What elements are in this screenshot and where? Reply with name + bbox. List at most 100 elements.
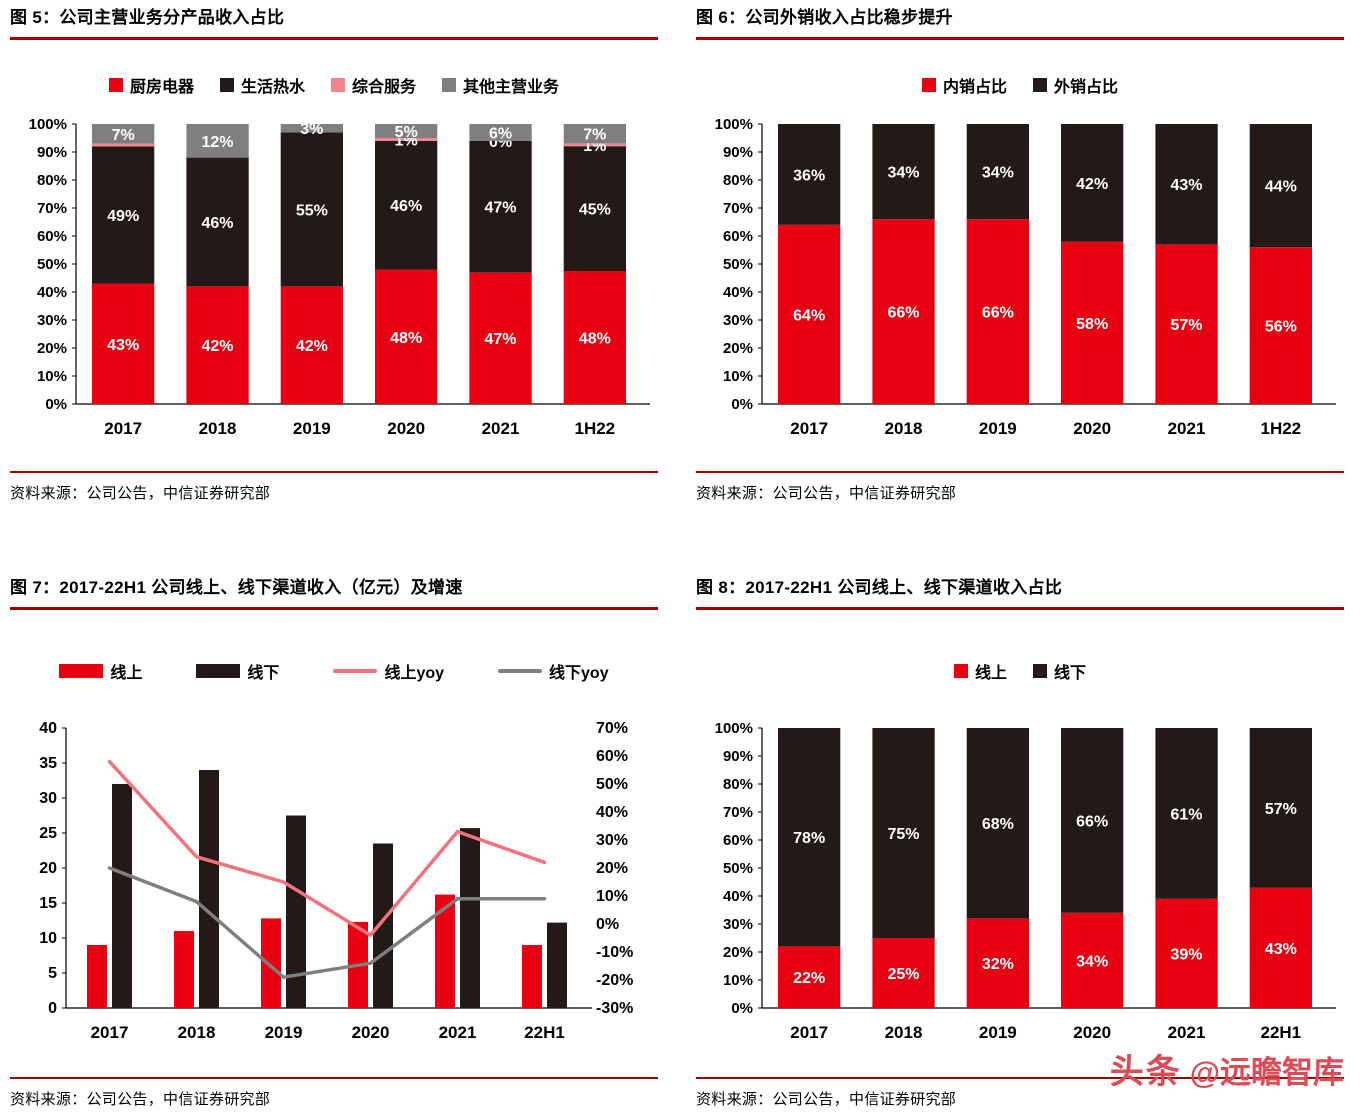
bar-线下 [547,922,567,1008]
bar-segment-综合服务 [375,138,438,141]
bar-value-label: 12% [201,134,233,151]
legend-label: 其他主营业务 [463,79,560,96]
bar-segment-内销占比 [1249,247,1312,404]
figure-8-stacked-bar-chart: 0% 10% 20% 30% 40% 50% 60% 70% 80% 90% 100% 22% 78% 2… [715,720,1336,1042]
x-axis-category-label: 2019 [979,419,1017,438]
x-axis-category-label: 2019 [265,1023,303,1042]
x-axis-category-label: 2021 [1168,1023,1206,1042]
legend-item-线上: 线上 [59,659,142,683]
bar-线上 [522,945,542,1008]
bar-segment-其他主营业务 [563,124,626,144]
bar-value-label: 75% [887,826,919,843]
bar-value-label: 42% [296,338,328,355]
bar-segment-其他主营业务 [186,124,249,158]
title-underline [10,37,658,40]
y-axis-tick-label: 100% [715,116,753,133]
source-note: 资料来源：公司公告，中信证券研究部 [696,485,957,502]
right-axis-tick-label: 70% [596,720,628,737]
legend-label: 线上 [974,665,1007,682]
bar-value-label: 3% [300,121,323,138]
bar-value-label: 43% [107,337,139,354]
bar-segment-其他主营业务 [375,124,438,138]
bar-segment-线下 [778,728,841,947]
title-underline [696,37,1344,40]
bar-value-label: 34% [887,165,919,182]
legend-label: 生活热水 [240,79,305,96]
bar-value-label: 57% [1170,317,1202,334]
bar-线下 [460,828,480,1008]
legend-item-外销占比: 外销占比 [1033,73,1118,97]
right-axis-tick-label: -20% [596,972,633,989]
figure-5-panel: 图 5：公司主营业务分产品收入占比 厨房电器 生活热水 综合服务 其他主营业务 0% 1… [10,6,658,503]
legend-label: 外销占比 [1054,79,1119,96]
bar-segment-线上 [1155,898,1218,1008]
legend-swatch-bar [196,664,241,678]
bar-线下 [199,770,219,1008]
y-axis-tick-label: 90% [723,144,753,161]
x-axis-category-label: 2021 [439,1023,477,1042]
x-axis-category-label: 22H1 [524,1023,565,1042]
bar-segment-外销占比 [966,124,1029,220]
legend-item-线上: 线上 [953,659,1007,683]
bar-value-label: 46% [201,215,233,232]
bar-segment-厨房电器 [92,283,155,404]
bar-segment-内销占比 [1061,241,1124,404]
bar-segment-线下 [966,728,1029,919]
y-axis-tick-label: 60% [37,228,67,245]
source-note: 资料来源：公司公告，中信证券研究部 [10,1091,271,1108]
bar-segment-厨房电器 [186,286,249,404]
legend-item-生活热水: 生活热水 [219,73,305,97]
bar-segment-内销占比 [966,219,1029,404]
right-axis-tick-label: 20% [596,860,628,877]
bar-segment-线下 [1061,728,1124,913]
legend-item-综合服务: 综合服务 [331,73,416,97]
bar-segment-生活热水 [469,140,532,273]
left-axis-tick-label: 25 [39,825,57,842]
bar-segment-其他主营业务 [469,124,532,141]
bar-segment-厨房电器 [469,272,532,404]
bar-value-label: 43% [1170,177,1202,194]
legend-label: 综合服务 [352,79,417,96]
legend-item-线下: 线下 [1033,659,1086,683]
bar-value-label: 25% [887,966,919,983]
right-axis-tick-label: 0% [596,916,619,933]
bar-segment-线上 [872,938,935,1008]
figure-7-combo-chart: 0 5 10 15 20 25 30 35 40 -30% -20% -10% 0% 10% 20% 30% 4… [39,720,633,1042]
bar-segment-外销占比 [778,124,841,225]
figure-7-legend: 线上 线下 线上yoy 线下yoy [10,659,658,683]
source-divider [696,471,1344,473]
bar-value-label: 66% [1076,813,1108,830]
x-axis-category-label: 2018 [178,1023,216,1042]
y-axis-tick-label: 30% [723,312,753,329]
line-线下yoy [107,866,547,979]
left-axis-tick-label: 10 [39,930,57,947]
bar-value-label: 6% [489,125,512,142]
legend-label: 线上yoy [384,665,445,682]
bar-value-label: 48% [579,330,611,347]
y-axis-tick-label: 0% [731,1000,753,1017]
y-axis-tick-label: 80% [723,172,753,189]
x-axis-category-label: 2020 [1073,419,1111,438]
left-axis-tick-label: 40 [39,720,57,737]
legend-label: 内销占比 [942,79,1007,96]
bar-value-label: 32% [982,956,1014,973]
legend-swatch-square [219,78,234,92]
y-axis-tick-label: 30% [37,312,67,329]
left-axis-tick-label: 30 [39,790,57,807]
bar-线下 [373,843,393,1008]
watermark: 头条 @远瞻智库 [1110,1044,1344,1093]
y-axis-tick-label: 100% [29,116,67,133]
bar-segment-生活热水 [280,132,343,287]
left-axis-tick-label: 15 [39,895,57,912]
title-underline [10,607,658,610]
legend-swatch-square [953,664,968,678]
bar-segment-线下 [1155,728,1218,899]
bar-segment-其他主营业务 [280,124,343,133]
y-axis-tick-label: 80% [37,172,67,189]
y-axis-tick-label: 10% [723,368,753,385]
bar-segment-线上 [966,918,1029,1008]
y-axis-tick-label: 30% [723,916,753,933]
y-axis-tick-label: 10% [37,368,67,385]
line-线上yoy [107,759,547,937]
left-axis-tick-label: 0 [48,1000,57,1017]
